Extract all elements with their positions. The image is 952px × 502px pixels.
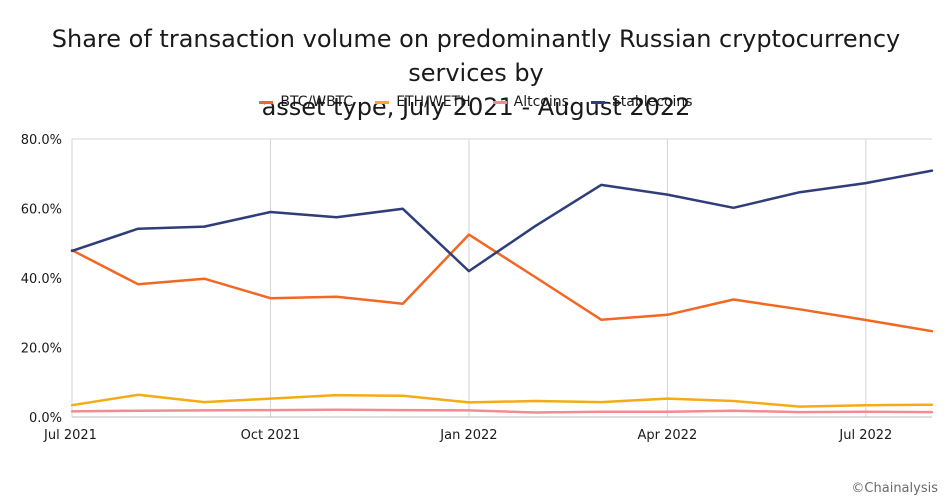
chart-legend: BTC/WBTC ETH/WETH Altcoins Stablecoins (0, 94, 952, 110)
legend-item-stablecoins: Stablecoins (590, 94, 693, 110)
btc-wbtc-line (70, 233, 934, 333)
legend-item-altcoins: Altcoins (492, 94, 569, 110)
y-tick-label: 80.0% (21, 133, 62, 148)
x-tick-label: Jul 2022 (838, 428, 892, 443)
chart-title-line-2: asset type, July 2021 - August 2022 (261, 93, 691, 121)
legend-label-btc: BTC/WBTC (280, 94, 354, 110)
stablecoins-line (70, 169, 934, 273)
x-tick-label: Jan 2022 (439, 428, 497, 443)
chainalysis-watermark: ©Chainalysis (851, 481, 938, 496)
legend-label-stablecoins: Stablecoins (611, 94, 693, 110)
legend-swatch-stablecoins (590, 100, 605, 104)
legend-label-altcoins: Altcoins (513, 94, 569, 110)
y-tick-label: 60.0% (21, 203, 62, 218)
chart-title: Share of transaction volume on predomina… (0, 22, 952, 124)
legend-label-eth: ETH/WETH (396, 94, 471, 110)
legend-item-btc: BTC/WBTC (259, 94, 353, 110)
legend-swatch-btc (259, 100, 274, 104)
chart-title-line-1: Share of transaction volume on predomina… (51, 25, 901, 87)
x-tick-label: Jul 2021 (43, 428, 97, 443)
y-tick-label: 40.0% (21, 272, 62, 287)
legend-swatch-altcoins (492, 100, 507, 104)
y-tick-label: 0.0% (29, 411, 62, 426)
eth-weth-line (70, 393, 934, 408)
legend-item-eth: ETH/WETH (375, 94, 471, 110)
legend-swatch-eth (375, 100, 390, 104)
altcoins-line (70, 408, 934, 414)
y-tick-label: 20.0% (21, 342, 62, 357)
x-tick-label: Oct 2021 (241, 428, 301, 443)
x-tick-label: Apr 2022 (638, 428, 698, 443)
